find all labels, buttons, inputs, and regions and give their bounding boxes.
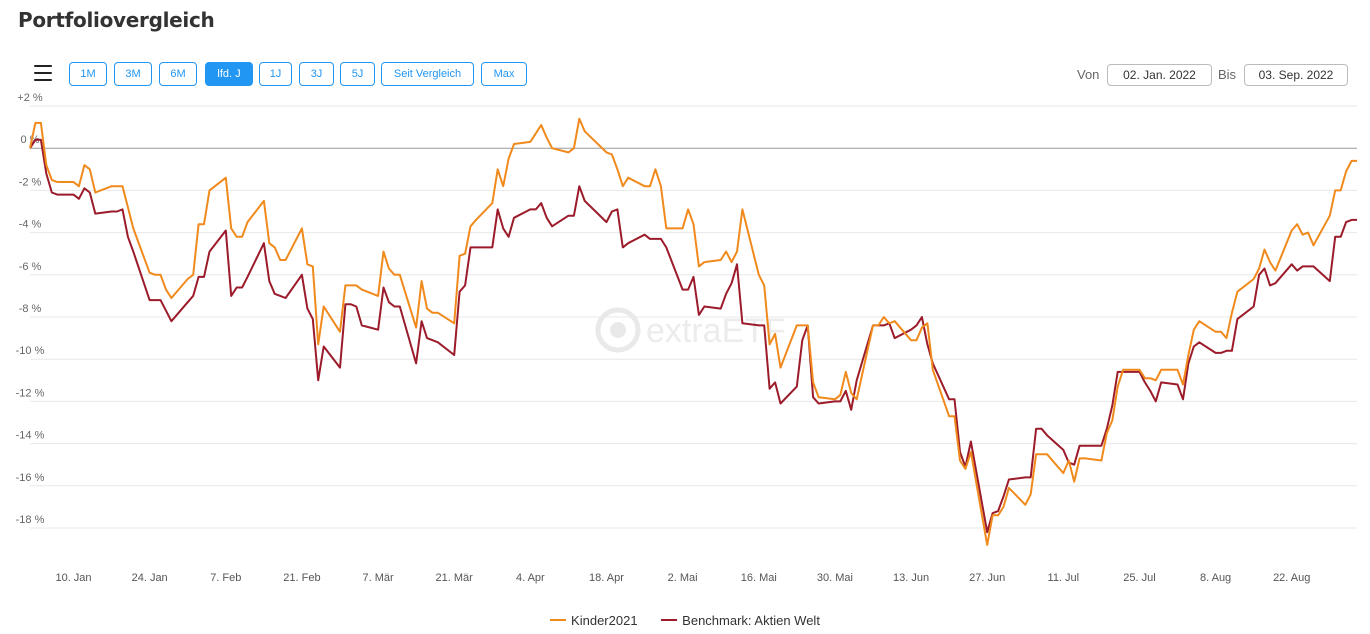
range-button-lfd-j[interactable]: lfd. J [205, 62, 253, 86]
to-label: Bis [1218, 67, 1237, 82]
x-tick-label: 11. Jul [1048, 572, 1080, 584]
series-line-kinder2021 [29, 117, 1357, 546]
range-button-1j[interactable]: 1J [259, 62, 292, 86]
range-button-3m[interactable]: 3M [114, 62, 152, 86]
y-tick-label: +2 % [17, 92, 43, 104]
to-date-input[interactable]: 03. Sep. 2022 [1244, 64, 1348, 86]
x-tick-label: 2. Mai [668, 572, 698, 584]
y-tick-label: -8 % [19, 303, 42, 315]
y-tick-label: -16 % [16, 472, 45, 484]
x-tick-label: 24. Jan [132, 572, 168, 584]
x-tick-label: 21. Mär [436, 572, 474, 584]
y-tick-label: 0 % [21, 134, 40, 146]
range-button-3j[interactable]: 3J [299, 62, 334, 86]
x-tick-label: 27. Jun [969, 572, 1005, 584]
watermark-logo-dot-icon [610, 322, 626, 338]
legend-item-portfolio[interactable]: Kinder2021 [550, 613, 638, 628]
x-tick-label: 7. Mär [362, 572, 394, 584]
x-tick-label: 30. Mai [817, 572, 853, 584]
y-tick-label: -14 % [16, 430, 45, 442]
range-button-max[interactable]: Max [481, 62, 527, 86]
chart-legend: Kinder2021 Benchmark: Aktien Welt [0, 609, 1370, 628]
y-tick-label: -4 % [19, 219, 42, 231]
from-label: Von [1077, 67, 1100, 82]
legend-label-benchmark: Benchmark: Aktien Welt [682, 612, 820, 628]
y-tick-label: -2 % [19, 176, 42, 188]
x-tick-label: 25. Jul [1123, 572, 1155, 584]
page-title: Portfoliovergleich [18, 8, 215, 32]
range-button-1m[interactable]: 1M [69, 62, 107, 86]
x-tick-label: 10. Jan [55, 572, 91, 584]
y-tick-label: -18 % [16, 514, 45, 526]
range-button-seit-vergleich[interactable]: Seit Vergleich [381, 62, 474, 86]
range-button-5j[interactable]: 5J [340, 62, 375, 86]
y-tick-label: -10 % [16, 345, 45, 357]
hamburger-menu-icon[interactable] [34, 65, 52, 83]
x-tick-label: 13. Jun [893, 572, 929, 584]
from-date-input[interactable]: 02. Jan. 2022 [1107, 64, 1212, 86]
x-tick-label: 7. Feb [210, 572, 241, 584]
legend-label-portfolio: Kinder2021 [571, 612, 638, 628]
x-tick-label: 18. Apr [589, 572, 624, 584]
y-tick-label: -12 % [16, 387, 45, 399]
x-tick-label: 8. Aug [1200, 572, 1231, 584]
range-button-6m[interactable]: 6M [159, 62, 197, 86]
legend-swatch-benchmark [661, 619, 678, 621]
y-tick-label: -6 % [19, 261, 42, 273]
x-tick-label: 16. Mai [741, 572, 777, 584]
series-line-benchmark [29, 138, 1357, 534]
watermark-logo-icon [595, 307, 641, 353]
watermark-text: extraETF [646, 312, 786, 350]
x-tick-label: 4. Apr [516, 572, 545, 584]
legend-item-benchmark[interactable]: Benchmark: Aktien Welt [661, 613, 820, 628]
legend-swatch-portfolio [550, 619, 567, 621]
x-tick-label: 21. Feb [283, 572, 320, 584]
x-tick-label: 22. Aug [1273, 572, 1310, 584]
